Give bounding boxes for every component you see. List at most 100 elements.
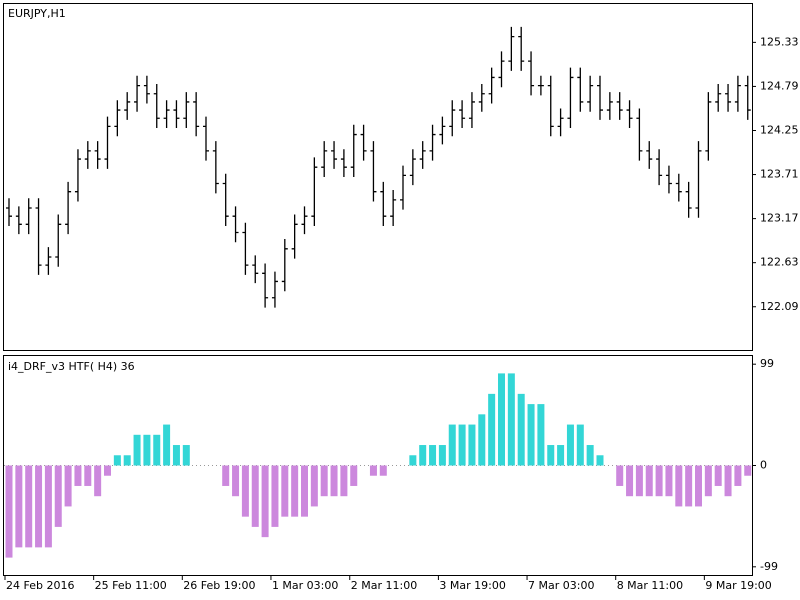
ohlc-bar bbox=[665, 165, 672, 194]
price-panel bbox=[3, 3, 753, 351]
ohlc-bar bbox=[626, 100, 633, 129]
ohlc-bar bbox=[153, 83, 160, 129]
ohlc-bar bbox=[518, 26, 525, 71]
ohlc-bar bbox=[311, 157, 318, 226]
ohlc-bar bbox=[74, 149, 81, 202]
ohlc-bar bbox=[242, 222, 249, 275]
y-tick-label: 122.63 bbox=[760, 256, 799, 269]
histogram-bar bbox=[251, 465, 259, 527]
histogram-bar bbox=[369, 465, 377, 476]
ohlc-bar bbox=[143, 75, 150, 104]
ohlc-bar bbox=[636, 108, 643, 161]
ohlc-bar bbox=[478, 83, 485, 112]
ohlc-bar bbox=[321, 141, 328, 177]
x-tick-label: 2 Mar 11:00 bbox=[351, 579, 417, 592]
y-tick-label: 99 bbox=[760, 357, 774, 370]
ohlc-bar bbox=[203, 116, 209, 161]
histogram-bar bbox=[5, 465, 13, 558]
histogram-bar bbox=[281, 465, 289, 517]
histogram-bar bbox=[488, 393, 496, 466]
ohlc-bar bbox=[252, 255, 259, 284]
ohlc-bar bbox=[715, 83, 722, 112]
histogram-bar bbox=[310, 465, 318, 507]
y-tick-label: 122.09 bbox=[760, 300, 799, 313]
ohlc-bar bbox=[606, 92, 613, 120]
ohlc-bar bbox=[537, 75, 544, 96]
histogram-bar bbox=[379, 465, 387, 476]
histogram-bar bbox=[340, 465, 348, 497]
ohlc-bar bbox=[400, 165, 406, 210]
ohlc-bar bbox=[429, 124, 436, 161]
ohlc-bar bbox=[508, 26, 515, 71]
histogram-bar bbox=[84, 465, 92, 486]
ohlc-bar bbox=[577, 67, 584, 112]
ohlc-bar bbox=[301, 206, 308, 235]
x-tick-label: 8 Mar 11:00 bbox=[617, 579, 683, 592]
y-tick-label: 125.33 bbox=[760, 35, 799, 48]
histogram-bar bbox=[586, 445, 594, 466]
ohlc-bar bbox=[222, 173, 229, 226]
ohlc-bar bbox=[587, 75, 594, 112]
ohlc-bar bbox=[370, 141, 377, 202]
y-tick-label: 124.25 bbox=[760, 123, 799, 136]
histogram-bar bbox=[438, 445, 446, 466]
ohlc-bar bbox=[498, 51, 505, 88]
histogram-bar bbox=[241, 465, 249, 517]
ohlc-bar bbox=[35, 198, 42, 275]
ohlc-bar bbox=[439, 116, 446, 145]
y-tick-label: 124.79 bbox=[760, 79, 799, 92]
ohlc-bar bbox=[104, 116, 111, 169]
ohlc-bar bbox=[350, 124, 357, 177]
histogram-bar bbox=[15, 465, 23, 548]
histogram-bar bbox=[685, 465, 693, 507]
histogram-bar bbox=[448, 424, 456, 466]
histogram-bar bbox=[35, 465, 43, 548]
x-tick-label: 25 Feb 11:00 bbox=[95, 579, 167, 592]
histogram-bar bbox=[478, 414, 486, 466]
ohlc-bar bbox=[6, 198, 12, 226]
ohlc-bar bbox=[468, 92, 475, 129]
ohlc-bar bbox=[656, 149, 663, 186]
ohlc-bar bbox=[488, 67, 495, 104]
ohlc-bar bbox=[734, 75, 741, 112]
histogram-bar bbox=[635, 465, 643, 497]
x-tick-label: 9 Mar 19:00 bbox=[705, 579, 771, 592]
histogram-bar bbox=[44, 465, 52, 548]
histogram-bar bbox=[350, 465, 358, 486]
y-tick-label: 123.71 bbox=[760, 168, 799, 181]
histogram-bar bbox=[143, 434, 151, 466]
ohlc-bar bbox=[390, 190, 397, 226]
ohlc-bar bbox=[340, 149, 347, 177]
histogram-bar bbox=[517, 393, 525, 466]
histogram-bar bbox=[330, 465, 338, 497]
histogram-bar bbox=[261, 465, 269, 538]
ohlc-bar bbox=[163, 100, 170, 129]
ohlc-bar bbox=[183, 92, 190, 129]
histogram-bar bbox=[291, 465, 299, 517]
ohlc-bar bbox=[291, 214, 298, 259]
ohlc-bar bbox=[271, 271, 278, 308]
ohlc-bar bbox=[675, 173, 682, 202]
histogram-bar bbox=[704, 465, 712, 497]
histogram-bar bbox=[665, 465, 673, 497]
ohlc-bar bbox=[134, 75, 141, 112]
x-tick-label: 1 Mar 03:00 bbox=[272, 579, 338, 592]
histogram-bar bbox=[429, 445, 437, 466]
histogram-bar bbox=[655, 465, 663, 497]
histogram-bar bbox=[320, 465, 328, 497]
histogram-bar bbox=[547, 445, 555, 466]
histogram-bar bbox=[645, 465, 653, 497]
histogram-bar bbox=[714, 465, 722, 486]
histogram-bar bbox=[744, 465, 752, 476]
histogram-bar bbox=[507, 373, 515, 466]
ohlc-bar bbox=[409, 149, 416, 186]
histogram-bar bbox=[123, 455, 131, 466]
ohlc-bar bbox=[212, 141, 219, 194]
histogram-bar bbox=[458, 424, 466, 466]
y-tick-label: -99 bbox=[760, 560, 778, 573]
ohlc-bar bbox=[94, 141, 101, 169]
histogram-bar bbox=[616, 465, 624, 486]
ohlc-bar bbox=[55, 214, 62, 267]
